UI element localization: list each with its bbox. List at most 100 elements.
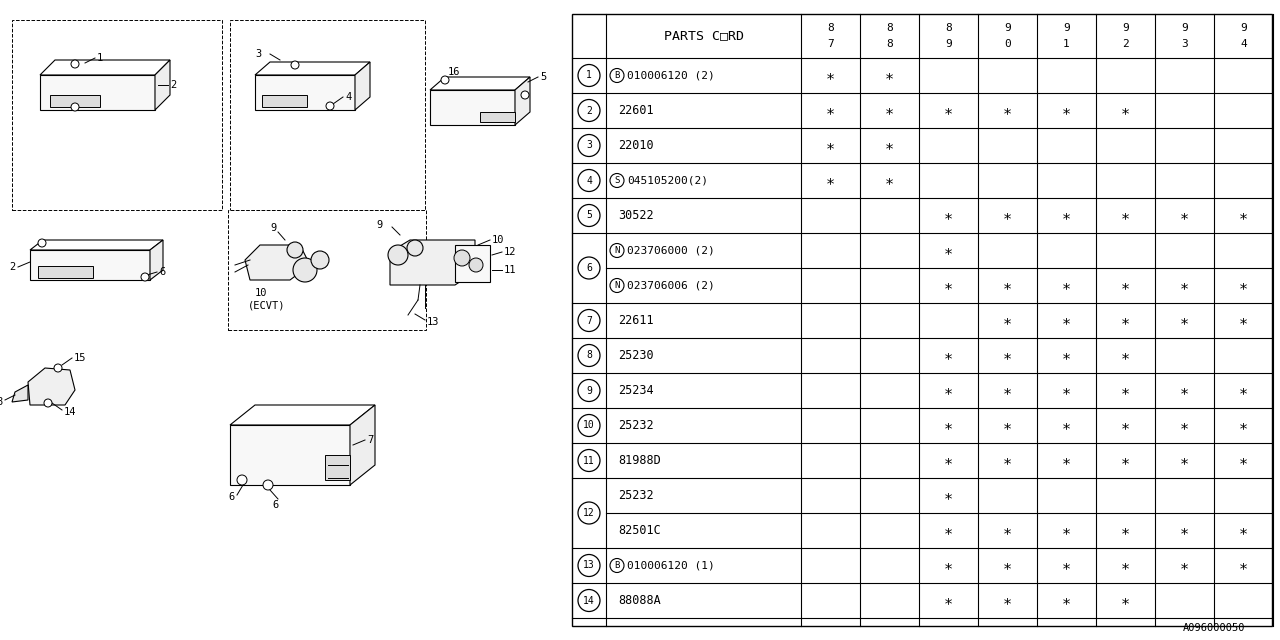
Text: 9: 9 bbox=[376, 220, 383, 230]
Text: 0: 0 bbox=[1004, 39, 1011, 49]
Text: ∗: ∗ bbox=[943, 208, 954, 223]
Text: ∗: ∗ bbox=[1004, 523, 1012, 538]
Bar bbox=[572, 14, 1272, 626]
Text: 82501C: 82501C bbox=[618, 524, 660, 537]
Bar bbox=[230, 20, 425, 210]
Text: 9: 9 bbox=[945, 39, 952, 49]
Text: 5: 5 bbox=[586, 211, 591, 221]
Circle shape bbox=[611, 243, 625, 257]
Text: ∗: ∗ bbox=[1062, 313, 1071, 328]
Text: 11: 11 bbox=[504, 265, 517, 275]
Text: ∗: ∗ bbox=[1239, 523, 1248, 538]
Text: S: S bbox=[614, 176, 620, 185]
Text: ∗: ∗ bbox=[1121, 523, 1130, 538]
Text: 11: 11 bbox=[584, 456, 595, 465]
Text: 14: 14 bbox=[584, 595, 595, 605]
Bar bbox=[480, 112, 515, 122]
Text: N: N bbox=[614, 246, 620, 255]
Text: 1: 1 bbox=[586, 70, 591, 81]
Text: ∗: ∗ bbox=[943, 558, 954, 573]
Text: ∗: ∗ bbox=[1004, 103, 1012, 118]
Circle shape bbox=[407, 240, 422, 256]
Text: ∗: ∗ bbox=[1121, 418, 1130, 433]
Text: 81988D: 81988D bbox=[618, 454, 660, 467]
Text: ∗: ∗ bbox=[826, 138, 835, 153]
Text: ∗: ∗ bbox=[1004, 313, 1012, 328]
Text: 1: 1 bbox=[1064, 39, 1070, 49]
Polygon shape bbox=[155, 60, 170, 110]
Circle shape bbox=[579, 589, 600, 611]
Text: ∗: ∗ bbox=[1062, 383, 1071, 398]
Circle shape bbox=[70, 103, 79, 111]
Polygon shape bbox=[40, 75, 155, 110]
Circle shape bbox=[579, 65, 600, 86]
Polygon shape bbox=[255, 75, 355, 110]
Text: ∗: ∗ bbox=[943, 243, 954, 258]
Circle shape bbox=[579, 310, 600, 332]
Text: ∗: ∗ bbox=[884, 173, 893, 188]
Text: ∗: ∗ bbox=[1062, 208, 1071, 223]
Polygon shape bbox=[40, 60, 170, 75]
Text: ∗: ∗ bbox=[943, 453, 954, 468]
Text: ∗: ∗ bbox=[1239, 313, 1248, 328]
Text: 14: 14 bbox=[64, 407, 77, 417]
Text: ∗: ∗ bbox=[1004, 558, 1012, 573]
Text: 023706006 (2): 023706006 (2) bbox=[627, 280, 714, 291]
Circle shape bbox=[326, 102, 334, 110]
Text: 9: 9 bbox=[1181, 23, 1188, 33]
Text: 8: 8 bbox=[0, 397, 3, 407]
Text: 3: 3 bbox=[1181, 39, 1188, 49]
Circle shape bbox=[521, 91, 529, 99]
Text: 12: 12 bbox=[504, 247, 517, 257]
Text: 9: 9 bbox=[270, 223, 276, 233]
Circle shape bbox=[611, 278, 625, 292]
Text: 6: 6 bbox=[273, 500, 278, 510]
Text: ∗: ∗ bbox=[1180, 208, 1189, 223]
Text: 010006120 (2): 010006120 (2) bbox=[627, 70, 714, 81]
Polygon shape bbox=[430, 90, 515, 125]
Circle shape bbox=[54, 364, 61, 372]
Text: ∗: ∗ bbox=[1121, 453, 1130, 468]
Text: ∗: ∗ bbox=[1062, 418, 1071, 433]
Circle shape bbox=[293, 258, 317, 282]
Text: 5: 5 bbox=[540, 72, 547, 82]
Text: 7: 7 bbox=[827, 39, 833, 49]
Text: 15: 15 bbox=[74, 353, 87, 363]
Text: 25232: 25232 bbox=[618, 419, 654, 432]
Text: 2: 2 bbox=[586, 106, 591, 115]
Text: 4: 4 bbox=[346, 92, 351, 102]
Text: 4: 4 bbox=[586, 175, 591, 186]
Text: ∗: ∗ bbox=[826, 173, 835, 188]
Circle shape bbox=[611, 173, 625, 188]
Text: ∗: ∗ bbox=[826, 68, 835, 83]
Text: 8: 8 bbox=[886, 39, 893, 49]
Text: ∗: ∗ bbox=[1180, 383, 1189, 398]
Polygon shape bbox=[430, 77, 530, 90]
Text: 9: 9 bbox=[586, 385, 591, 396]
Polygon shape bbox=[390, 240, 475, 285]
Text: 10: 10 bbox=[255, 288, 268, 298]
Circle shape bbox=[579, 99, 600, 122]
Bar bbox=[228, 210, 426, 330]
Text: ∗: ∗ bbox=[1180, 453, 1189, 468]
Polygon shape bbox=[230, 405, 375, 425]
Text: ∗: ∗ bbox=[1004, 208, 1012, 223]
Circle shape bbox=[38, 239, 46, 247]
Circle shape bbox=[579, 205, 600, 227]
Bar bbox=[50, 95, 100, 107]
Circle shape bbox=[611, 68, 625, 83]
Text: ∗: ∗ bbox=[1062, 593, 1071, 608]
Text: ∗: ∗ bbox=[1239, 208, 1248, 223]
Circle shape bbox=[442, 76, 449, 84]
Polygon shape bbox=[244, 245, 310, 280]
Polygon shape bbox=[230, 425, 349, 485]
Text: 12: 12 bbox=[584, 508, 595, 518]
Circle shape bbox=[579, 134, 600, 157]
Circle shape bbox=[141, 273, 148, 281]
Text: 2: 2 bbox=[10, 262, 15, 272]
Text: ∗: ∗ bbox=[943, 593, 954, 608]
Text: ∗: ∗ bbox=[884, 103, 893, 118]
Text: 8: 8 bbox=[945, 23, 952, 33]
Polygon shape bbox=[255, 62, 370, 75]
Text: 045105200(2): 045105200(2) bbox=[627, 175, 708, 186]
